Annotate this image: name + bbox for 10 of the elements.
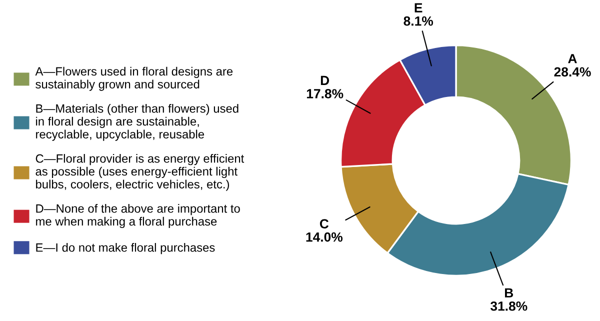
legend-label: D—None of the above are important to me when making a floral purchase <box>36 204 240 228</box>
legend-label: E—I do not make floral purchases <box>36 242 215 254</box>
data-label: A 28.4% <box>554 54 591 77</box>
data-label: E 8.1% <box>404 3 434 26</box>
data-label: C 14.0% <box>306 219 343 242</box>
legend-label: B—Materials (other than flowers) used in floral design are sustainable, recyclable, upcyclable, reusable <box>36 104 238 141</box>
data-label: D 17.8% <box>306 76 344 98</box>
legend-label: C—Floral provider is as energy efficient as possible (uses energy-efficient light bulbs, coolers, electric vehicles, etc.) <box>36 154 244 191</box>
data-label: B 31.8% <box>490 288 528 311</box>
legend-label: A—Flowers used in floral designs are sustainably grown and sourced <box>35 66 233 91</box>
